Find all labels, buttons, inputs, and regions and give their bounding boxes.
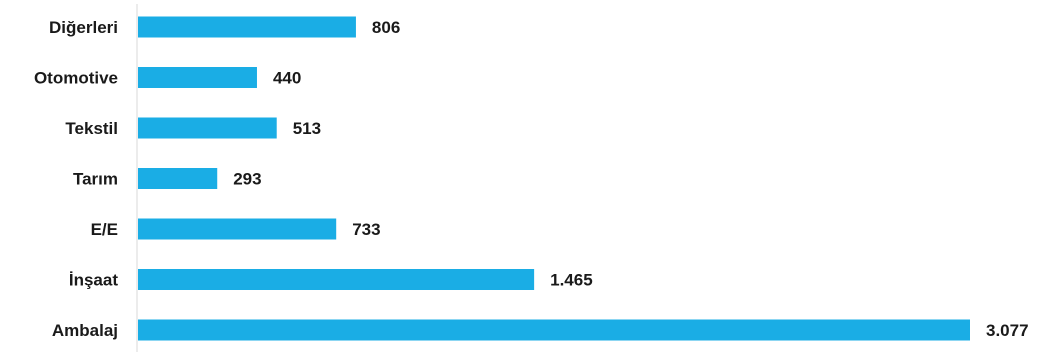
value-label: 806 [372,18,400,37]
category-label: İnşaat [69,271,118,290]
category-label: Diğerleri [49,18,118,37]
value-label: 513 [293,119,321,138]
value-label: 1.465 [550,271,593,290]
bar-5 [138,218,337,240]
category-label: Tekstil [65,119,118,138]
bar-6 [138,269,535,290]
value-label: 293 [233,170,261,189]
bar-7 [138,319,970,341]
value-label: 3.077 [986,321,1029,340]
value-label: 733 [352,220,380,239]
category-label: Ambalaj [52,321,118,340]
category-labels: Diğerleri Otomotive Tekstil Tarım E/E İnşaat A… [34,18,118,340]
category-label: Otomotive [34,69,118,88]
bar-2 [138,67,257,88]
bar-4 [138,168,218,189]
bar-3 [138,117,277,139]
value-label: 440 [273,69,301,88]
bar-1 [138,16,356,38]
value-labels: 806 440 513 293 733 1.465 3.077 [233,18,1028,340]
category-label: Tarım [73,170,118,189]
bars-layer [138,16,970,341]
category-label: E/E [91,220,118,239]
